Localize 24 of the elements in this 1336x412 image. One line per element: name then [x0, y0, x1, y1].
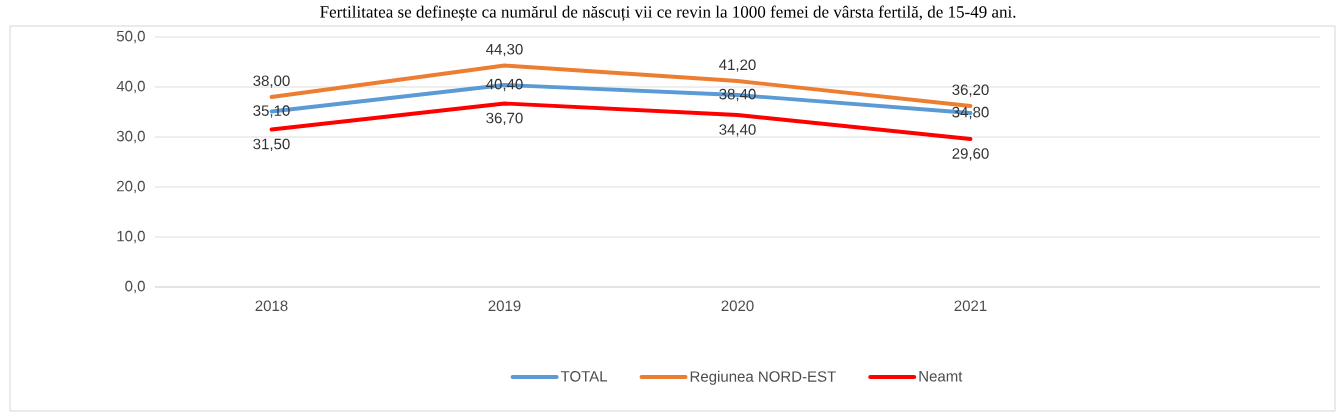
data-label: 36,70: [486, 112, 523, 126]
legend-label: Regiunea NORD-EST: [690, 370, 836, 385]
data-label: 35,10: [253, 105, 290, 118]
y-tick-label: 10,0: [117, 230, 145, 244]
y-tick-label: 20,0: [117, 180, 145, 194]
y-tick-label: 50,0: [116, 30, 145, 44]
legend-label: Neamt: [919, 371, 963, 382]
data-label: 44,30: [486, 43, 523, 57]
x-tick-label: 2018: [255, 300, 288, 312]
legend-label: TOTAL: [560, 371, 608, 382]
data-label: 34,80: [952, 106, 989, 120]
chart-title: Fertilitatea se definește ca numărul de născuți vii ce revin la 1000 femei de vârsta fertilă, de 15-49 ani.: [320, 5, 1016, 22]
data-label: 34,40: [719, 124, 756, 137]
data-label: 29,60: [952, 148, 989, 161]
data-label: 31,50: [253, 138, 290, 152]
x-tick-label: 2019: [488, 300, 521, 312]
y-tick-label: 30,0: [116, 130, 145, 144]
y-tick-label: 0,0: [125, 280, 145, 294]
data-label: 38,00: [253, 75, 290, 88]
data-label: 41,20: [719, 59, 756, 72]
data-label: 36,20: [952, 84, 989, 97]
y-tick-label: 40,0: [116, 80, 145, 94]
x-tick-label: 2021: [954, 300, 987, 312]
x-tick-label: 2020: [721, 300, 754, 312]
